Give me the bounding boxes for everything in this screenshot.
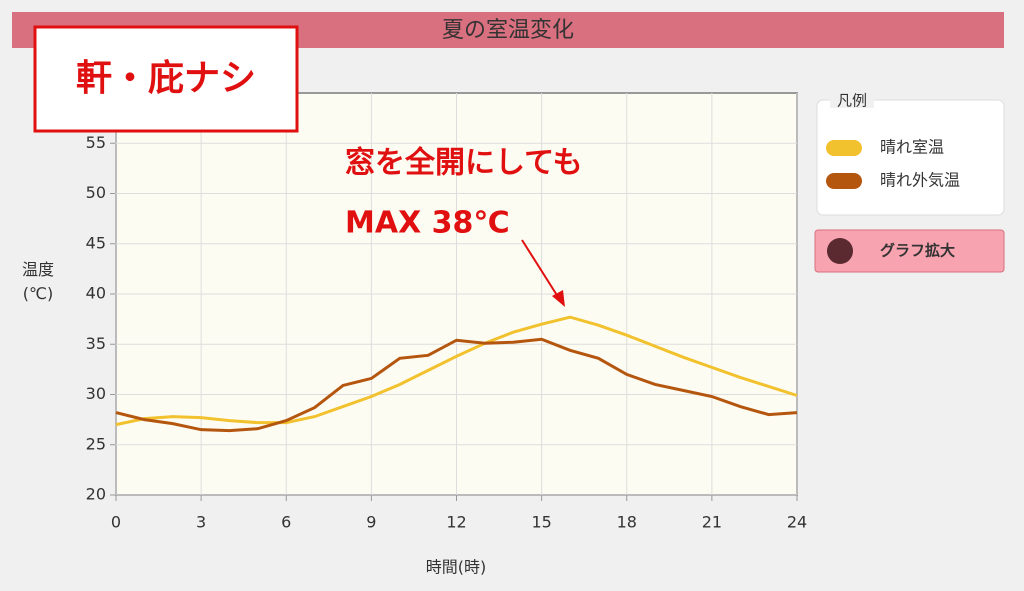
badge-box: [33, 25, 299, 133]
legend-swatch: [826, 173, 862, 189]
y-tick-label: 25: [86, 434, 106, 453]
arrow: [521, 239, 561, 301]
x-tick-label: 0: [111, 513, 121, 532]
button[interactable]: [814, 229, 1005, 273]
legend-label: 晴れ外気温: [880, 171, 960, 190]
lines: [115, 315, 798, 433]
legend-label: 晴れ室温: [880, 138, 944, 157]
legend-title: 凡例: [837, 92, 867, 110]
x-tick-label: 21: [702, 513, 722, 532]
x-tick-label: 3: [196, 513, 206, 532]
chart-title: 夏の室温変化: [442, 18, 574, 43]
y-tick-label: 35: [86, 334, 106, 353]
annotation: 窓を全開にしても: [345, 146, 583, 181]
y-tick-label: 20: [86, 485, 106, 504]
x-axis-label: 時間(時): [426, 558, 487, 577]
arrow-head: [552, 290, 565, 307]
y-tick-label: 40: [86, 284, 106, 303]
legend-swatch: [826, 140, 862, 156]
x-tick-label: 15: [531, 513, 551, 532]
button-label: グラフ拡大: [880, 242, 955, 260]
y-tick-label: 55: [86, 133, 106, 152]
x-tick-label: 12: [446, 513, 466, 532]
badge: 軒・庇ナシ: [76, 58, 256, 99]
x-tick-label: 9: [366, 513, 376, 532]
y-tick-label: 30: [86, 384, 106, 403]
x-tick-label: 6: [281, 513, 291, 532]
x-tick-label: 24: [787, 513, 807, 532]
grid: 20 25 30 35 40 45 50 55 0 3 6 9 12 15 18 21 24: [86, 93, 807, 532]
y-tick-label: 50: [86, 183, 106, 202]
y-tick-label: 45: [86, 233, 106, 252]
series-line: [115, 315, 798, 427]
x-tick-label: 18: [617, 513, 637, 532]
series-line: [115, 337, 798, 433]
legend-box: [816, 99, 1005, 216]
legend-title-bg: [830, 92, 874, 108]
button-icon: [827, 238, 853, 264]
y-axis-label: 温度(℃): [21, 260, 54, 303]
annotation: MAX 38℃: [345, 206, 510, 241]
